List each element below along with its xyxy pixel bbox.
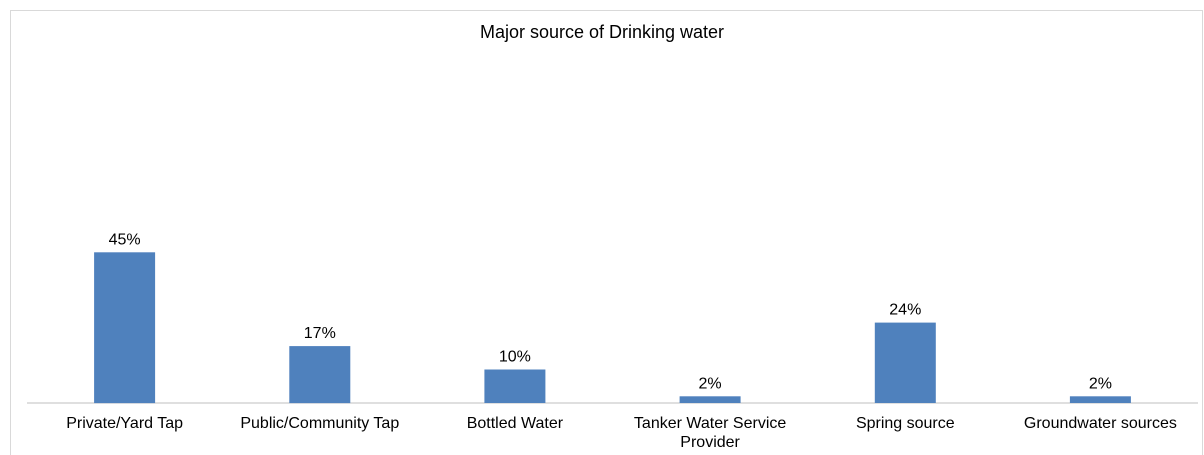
data-label: 17% [304,325,336,342]
category-tick-label: Private/Yard Tap [66,415,183,432]
category-tick-label: Tanker Water Service [634,415,786,432]
chart-title: Major source of Drinking water [479,22,725,42]
category-tick-label: Groundwater sources [1024,415,1177,432]
data-label: 45% [109,231,141,248]
category-tick-label: Provider [680,434,740,451]
data-label: 2% [699,375,722,392]
bar [484,369,546,403]
bar [1069,396,1131,403]
chart-frame [10,10,1203,455]
bar [679,396,741,403]
bar [874,322,936,403]
category-tick-label: Bottled Water [467,415,564,432]
bar [289,346,351,404]
bar [94,252,156,404]
data-label: 24% [889,302,921,319]
category-tick-label: Spring source [856,415,955,432]
category-tick-label: Public/Community Tap [240,415,399,432]
data-label: 10% [499,349,531,366]
data-label: 2% [1089,375,1112,392]
